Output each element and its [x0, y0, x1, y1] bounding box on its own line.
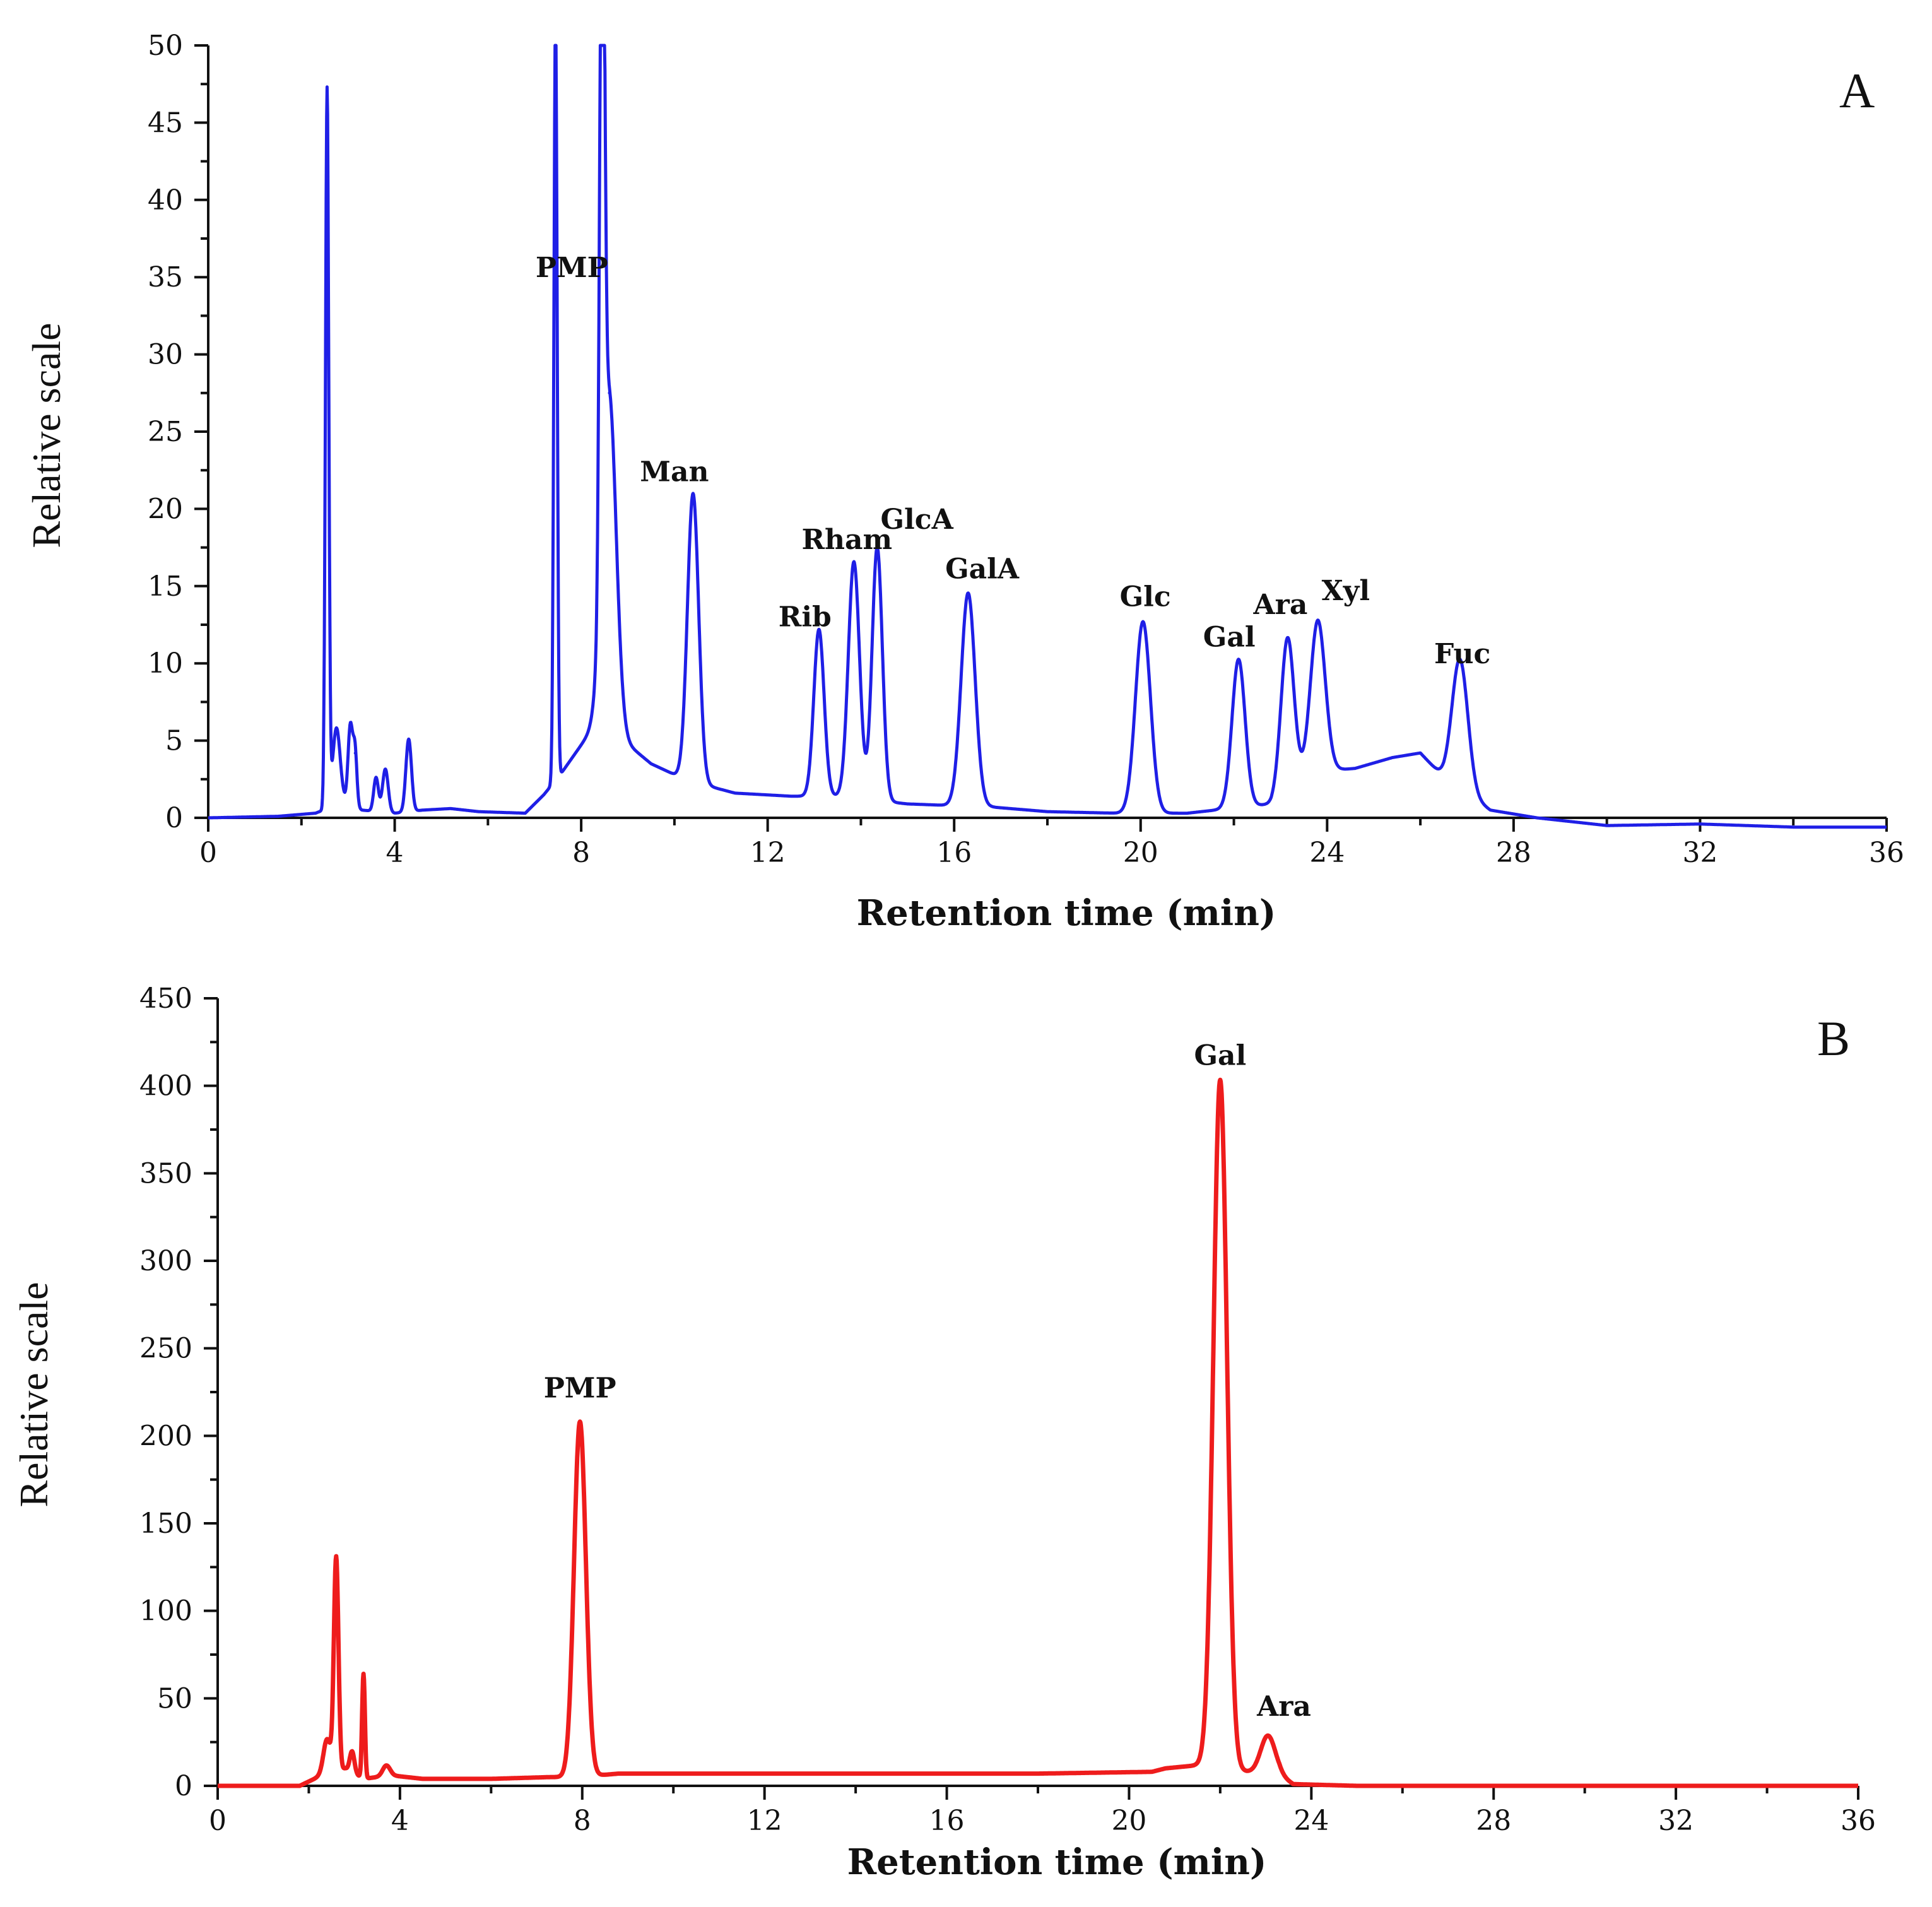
y-tick-label: 200 — [139, 1420, 192, 1452]
x-tick-label: 32 — [1658, 1805, 1693, 1837]
y-tick-label: 30 — [148, 339, 183, 371]
y-tick-label: 50 — [148, 30, 183, 62]
y-tick-label: 15 — [148, 570, 183, 603]
peak-label: Rham — [801, 524, 892, 556]
peak-label: Ara — [1256, 1691, 1311, 1723]
x-tick-label: 36 — [1841, 1805, 1876, 1837]
peak-label: Man — [640, 456, 709, 488]
y-tick-label: 50 — [157, 1682, 192, 1715]
x-tick-label: 16 — [929, 1805, 965, 1837]
y-tick-label: 20 — [148, 493, 183, 525]
peak-point — [852, 560, 856, 564]
y-tick-label: 400 — [139, 1070, 192, 1102]
y-tick-label: 40 — [148, 184, 183, 216]
x-axis-title: Retention time (min) — [857, 892, 1276, 934]
peak-point — [351, 1750, 354, 1753]
peak-label: Fuc — [1434, 638, 1490, 670]
y-tick-label: 100 — [139, 1595, 192, 1627]
y-tick-label: 5 — [165, 725, 183, 757]
x-tick-label: 4 — [386, 837, 404, 869]
peak-label: Glc — [1120, 581, 1171, 613]
peak-point — [334, 1556, 338, 1559]
y-tick-label: 250 — [139, 1333, 192, 1365]
chart-panel-a: 0 5 10 15 20 25 30 35 40 45 50 0 4 8 12 16 20 24 28 32 36 Ret… — [24, 30, 1904, 934]
peak-point — [1316, 618, 1319, 622]
y-tick-label: 450 — [139, 983, 192, 1015]
peak-label: GlcA — [880, 504, 953, 536]
peak-point — [326, 89, 329, 92]
x-tick-label: 12 — [750, 837, 786, 869]
x-tick-label: 12 — [747, 1805, 782, 1837]
peak-label: Xyl — [1322, 575, 1370, 607]
x-tick-label: 8 — [574, 1805, 591, 1837]
peak-point — [1286, 636, 1289, 639]
x-tick-label: 28 — [1496, 837, 1531, 869]
peak-point — [385, 1764, 388, 1767]
y-tick-label: 10 — [148, 647, 183, 680]
y-tick-label: 150 — [139, 1508, 192, 1540]
peak-label: GalA — [945, 553, 1020, 586]
peak-point — [407, 738, 410, 741]
peak-label: PMP — [536, 252, 608, 284]
peak-label: Rib — [779, 601, 832, 633]
peak-point — [353, 752, 356, 755]
peak-label: Ara — [1253, 589, 1308, 621]
peak-point — [876, 546, 879, 549]
x-tick-label: 8 — [572, 837, 590, 869]
peak-point — [362, 1672, 365, 1675]
x-tick-label: 28 — [1476, 1805, 1511, 1837]
peak-point — [601, 44, 604, 47]
x-tick-label: 20 — [1123, 837, 1158, 869]
peak-point — [1237, 658, 1240, 661]
chart-panel-b: 0 50 100 150 200 250 300 350 400 450 0 4 8 12 16 20 24 28… — [11, 983, 1876, 1883]
y-tick-label: 350 — [139, 1157, 192, 1190]
peak-point — [608, 391, 611, 394]
y-tick-label: 0 — [165, 802, 183, 834]
y-tick-label: 45 — [148, 107, 183, 139]
x-tick-label: 0 — [209, 1805, 227, 1837]
peak-label: Gal — [1194, 1039, 1246, 1072]
x-tick-label: 0 — [199, 837, 217, 869]
peak-point — [349, 723, 352, 726]
peak-point — [335, 726, 338, 729]
x-tick-label: 16 — [936, 837, 972, 869]
x-tick-label: 4 — [391, 1805, 409, 1837]
peak-point — [326, 1738, 329, 1741]
peak-point — [692, 492, 695, 495]
peak-point — [1458, 658, 1461, 661]
peak-point — [579, 1420, 582, 1423]
x-tick-label: 24 — [1309, 837, 1345, 869]
x-tick-label: 36 — [1869, 837, 1904, 869]
y-tick-label: 35 — [148, 261, 183, 293]
x-axis-title: Retention time (min) — [847, 1841, 1267, 1883]
x-tick-label: 24 — [1293, 1805, 1329, 1837]
panel-letter: A — [1839, 63, 1875, 118]
y-tick-label: 25 — [148, 416, 183, 448]
peak-point — [384, 767, 387, 770]
peak-point — [375, 776, 377, 779]
y-tick-label: 300 — [139, 1245, 192, 1277]
x-tick-label: 20 — [1111, 1805, 1146, 1837]
panel-letter: B — [1817, 1011, 1850, 1066]
peak-point — [1141, 620, 1145, 623]
y-axis-title: Relative scale — [11, 1282, 56, 1507]
x-tick-label: 32 — [1682, 837, 1717, 869]
peak-point — [554, 44, 557, 47]
peak-point — [817, 628, 820, 631]
peak-point — [1266, 1734, 1269, 1737]
signal-trace — [218, 1077, 1858, 1788]
y-tick-label: 0 — [175, 1770, 192, 1802]
y-axis-title: Relative scale — [24, 322, 69, 548]
peak-point — [1218, 1078, 1222, 1082]
signal-trace — [208, 44, 1887, 829]
peak-label: PMP — [544, 1372, 616, 1404]
peak-label: Gal — [1203, 621, 1256, 653]
peak-point — [967, 591, 970, 594]
